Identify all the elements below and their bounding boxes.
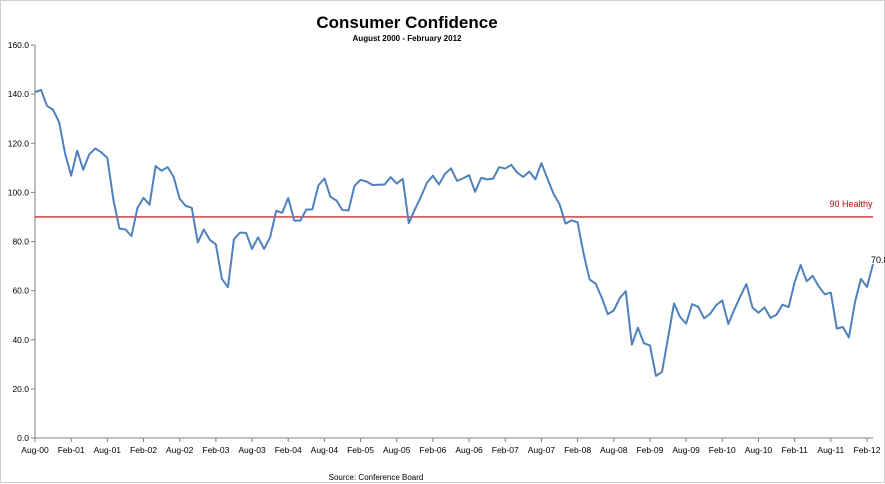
x-tick-label: Feb-03 [202,445,229,455]
x-tick-label: Feb-11 [781,445,808,455]
x-tick-label: Aug-08 [600,445,628,455]
x-tick-label: Feb-04 [275,445,302,455]
x-tick-label: Feb-01 [58,445,85,455]
end-value-label: 70.8 [871,255,885,265]
x-tick-label: Feb-10 [709,445,736,455]
y-tick-label: 100.0 [8,187,30,197]
x-tick-label: Aug-06 [455,445,483,455]
y-tick-label: 120.0 [8,138,30,148]
y-tick-label: 140.0 [8,89,30,99]
y-tick-label: 40.0 [12,335,29,345]
x-tick-label: Aug-05 [383,445,411,455]
reference-line-label: 90 Healthy [829,199,873,209]
x-tick-label: Feb-12 [854,445,881,455]
x-tick-label: Feb-08 [564,445,591,455]
reference-line-group: 90 Healthy [35,199,873,217]
chart-title: Consumer Confidence [316,13,497,32]
x-tick-label: Aug-01 [94,445,122,455]
x-tick-label: Aug-09 [672,445,700,455]
x-tick-label: Aug-02 [166,445,194,455]
x-tick-label: Aug-07 [528,445,556,455]
x-tick-label: Feb-09 [636,445,663,455]
x-tick-label: Aug-04 [311,445,339,455]
x-tick-label: Aug-03 [238,445,266,455]
y-tick-label: 60.0 [12,286,29,296]
x-tick-label: Feb-07 [492,445,519,455]
y-tick-label: 80.0 [12,237,29,247]
chart-subtitle: August 2000 - February 2012 [353,34,462,43]
y-tick-label: 20.0 [12,384,29,394]
x-tick-label: Aug-00 [21,445,49,455]
x-tick-label: Feb-02 [130,445,157,455]
x-tick-label: Aug-11 [817,445,844,455]
series-group: 70.8 [35,90,885,376]
y-tick-label: 160.0 [8,40,30,50]
chart-source: Source: Conference Board [329,473,424,482]
x-tick-label: Aug-10 [745,445,773,455]
y-tick-label: 0.0 [17,433,29,443]
x-axis: Aug-00 Feb-01 Aug-01 Feb-02 Aug-02 Feb-03 Aug-… [21,438,880,455]
series-line [35,90,873,376]
x-tick-label: Feb-06 [419,445,446,455]
x-tick-label: Feb-05 [347,445,374,455]
y-axis: 0.0 20.0 40.0 60.0 80.0 100.0 120.0 140.0 160.0 [8,40,35,443]
